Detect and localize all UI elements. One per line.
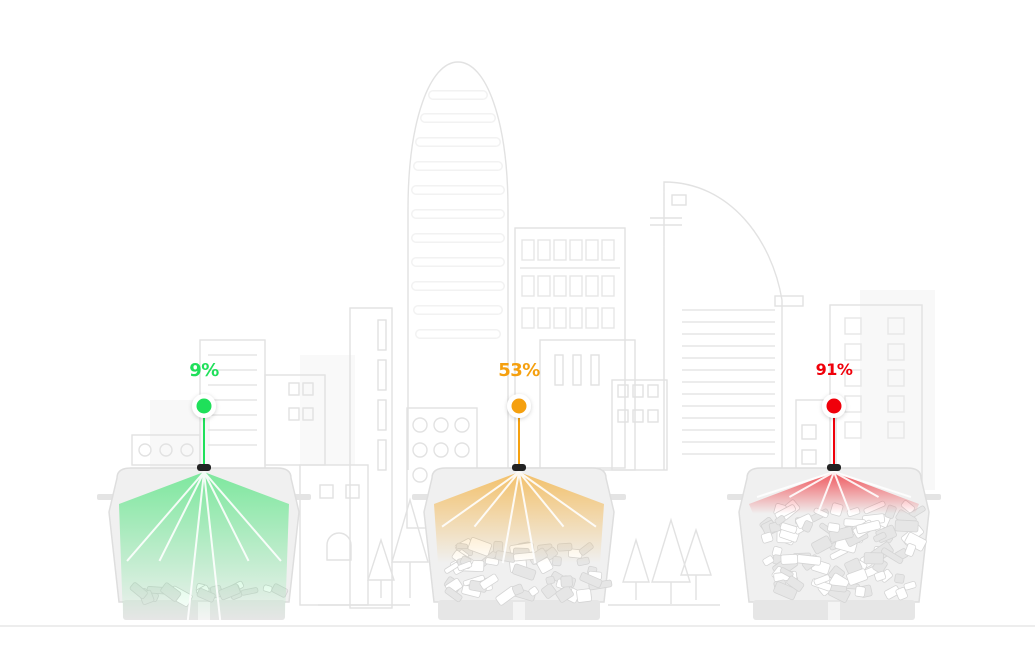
fill-percentage-medium: 53% (498, 360, 540, 381)
ultrasonic-sensor (197, 464, 211, 471)
waste-bin-medium (412, 394, 626, 620)
fill-percentage-low: 9% (189, 360, 219, 381)
sensor-beam (434, 472, 604, 564)
status-dot (826, 398, 842, 414)
status-dot (511, 398, 527, 414)
bin-base-notch (828, 602, 840, 620)
ultrasonic-sensor (512, 464, 526, 471)
fill-percentage-high: 91% (815, 360, 853, 379)
status-dot (196, 398, 212, 414)
ultrasonic-sensor (827, 464, 841, 471)
sensor-beam (749, 472, 919, 514)
sensor-beam (119, 472, 289, 621)
sensor-rays (126, 471, 282, 621)
trash-pile (759, 499, 927, 603)
sensor-rays (756, 471, 912, 515)
sensor-rays (441, 471, 597, 564)
bin-base-notch (513, 602, 525, 620)
waste-bin-high (727, 394, 941, 620)
waste-bin-low (97, 394, 311, 621)
